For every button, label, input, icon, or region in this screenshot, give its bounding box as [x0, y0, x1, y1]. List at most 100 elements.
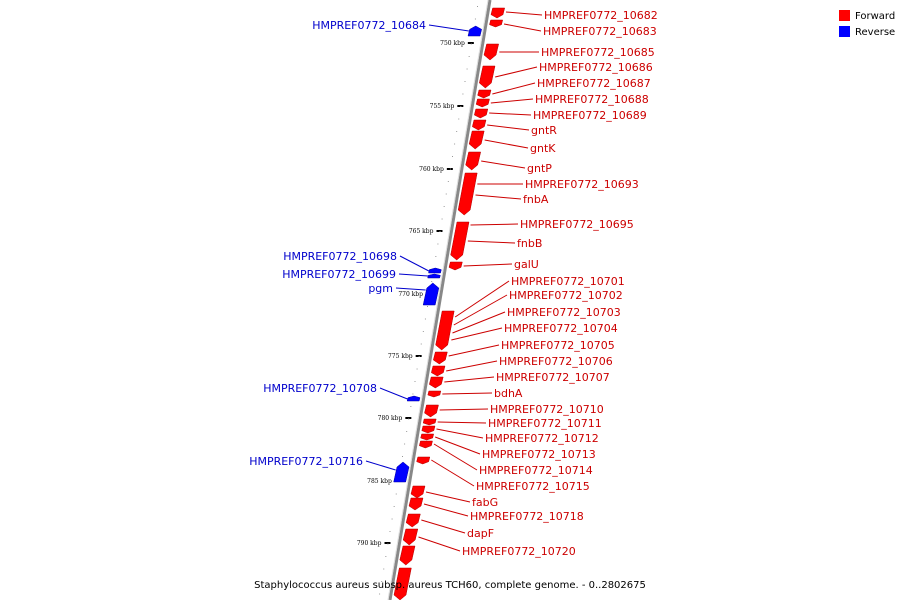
reverse-gene-block: [393, 461, 410, 483]
minor-tick: [416, 368, 418, 370]
forward-gene-block: [429, 376, 444, 389]
forward-leader-line: [475, 194, 522, 200]
forward-gene-block: [468, 130, 485, 150]
minor-tick: [477, 6, 478, 7]
forward-leader-line: [470, 223, 519, 226]
reverse-gene-label[interactable]: pgm: [368, 282, 393, 295]
minor-tick: [424, 318, 426, 320]
forward-gene-block: [433, 351, 448, 365]
forward-gene-label[interactable]: HMPREF0772_10686: [539, 61, 653, 74]
forward-gene-label[interactable]: galU: [514, 258, 539, 271]
reverse-gene-block: [428, 267, 442, 274]
forward-gene-label[interactable]: HMPREF0772_10688: [535, 93, 649, 106]
forward-gene-block: [416, 456, 431, 465]
minor-tick: [445, 193, 447, 195]
reverse-gene-label[interactable]: HMPREF0772_10698: [283, 250, 397, 263]
forward-gene-block: [472, 119, 487, 131]
tick-label: 780 kbp: [378, 415, 403, 422]
forward-gene-label[interactable]: HMPREF0772_10693: [525, 178, 639, 191]
reverse-leader-line: [399, 255, 430, 272]
forward-gene-label[interactable]: HMPREF0772_10701: [511, 275, 625, 288]
forward-leader-line: [418, 536, 461, 552]
forward-gene-label[interactable]: HMPREF0772_10682: [544, 9, 658, 22]
forward-gene-block: [475, 98, 490, 108]
forward-gene-label[interactable]: bdhA: [494, 387, 523, 400]
minor-tick: [381, 581, 383, 582]
forward-gene-label[interactable]: HMPREF0772_10706: [499, 355, 613, 368]
forward-leader-line: [444, 376, 495, 383]
reverse-gene-label[interactable]: HMPREF0772_10699: [282, 268, 396, 281]
minor-tick: [464, 81, 466, 82]
forward-gene-label[interactable]: gntP: [527, 162, 552, 175]
reverse-gene-block: [422, 282, 440, 306]
forward-gene-label[interactable]: HMPREF0772_10702: [509, 289, 623, 302]
forward-leader-line: [442, 392, 493, 395]
minor-tick: [460, 106, 462, 107]
forward-leader-line: [437, 421, 487, 424]
tick-label: 770 kbp: [398, 291, 423, 298]
minor-tick: [454, 143, 456, 145]
forward-leader-line: [495, 66, 538, 78]
gene-labels: HMPREF0772_10682 HMPREF0772_10683 HMPREF07…: [249, 9, 658, 558]
tick-marks: 750 kbp 755 kbp 760 kbp 765 kbp 770 kbp 775 k…: [357, 6, 478, 595]
label-leaders: [365, 11, 543, 552]
forward-gene-label[interactable]: HMPREF0772_10704: [504, 322, 618, 335]
forward-gene-label[interactable]: HMPREF0772_10683: [543, 25, 657, 38]
forward-gene-label[interactable]: HMPREF0772_10705: [501, 339, 615, 352]
reverse-gene-block: [406, 395, 421, 402]
forward-gene-label[interactable]: HMPREF0772_10710: [490, 403, 604, 416]
forward-gene-label[interactable]: HMPREF0772_10713: [482, 448, 596, 461]
minor-tick: [456, 131, 458, 132]
forward-leader-line: [489, 112, 532, 116]
minor-tick: [418, 356, 420, 357]
forward-gene-label[interactable]: HMPREF0772_10711: [488, 417, 602, 430]
forward-gene-label[interactable]: fnbB: [517, 237, 542, 250]
forward-gene-label[interactable]: gntK: [530, 142, 556, 155]
minor-tick: [412, 393, 414, 395]
forward-leader-line: [448, 344, 500, 357]
forward-leader-line: [492, 82, 536, 95]
forward-gene-label[interactable]: HMPREF0772_10715: [476, 480, 590, 493]
forward-gene-block: [490, 7, 505, 19]
forward-leader-line: [453, 294, 508, 326]
reverse-gene-block: [427, 273, 441, 279]
minor-tick: [447, 181, 449, 182]
forward-gene-label[interactable]: HMPREF0772_10720: [462, 545, 576, 558]
forward-leader-line: [467, 240, 516, 244]
forward-gene-label[interactable]: HMPREF0772_10707: [496, 371, 610, 384]
minor-tick: [431, 281, 433, 282]
reverse-gene-label[interactable]: HMPREF0772_10708: [263, 382, 377, 395]
minor-tick: [406, 431, 408, 432]
forward-gene-label[interactable]: gntR: [531, 124, 557, 137]
reverse-gene-label[interactable]: HMPREF0772_10716: [249, 455, 363, 468]
forward-gene-label[interactable]: HMPREF0772_10695: [520, 218, 634, 231]
forward-leader-line: [490, 98, 534, 104]
forward-gene-label[interactable]: HMPREF0772_10712: [485, 432, 599, 445]
legend-forward-swatch: [839, 10, 850, 21]
minor-tick: [387, 543, 389, 545]
forward-gene-block: [448, 261, 463, 271]
forward-gene-label[interactable]: fnbA: [523, 193, 549, 206]
minor-tick: [414, 381, 416, 382]
forward-gene-block: [427, 390, 442, 398]
forward-leader-line: [446, 360, 498, 372]
forward-gene-label[interactable]: dapF: [467, 527, 494, 540]
forward-gene-label[interactable]: HMPREF0772_10703: [507, 306, 621, 319]
forward-gene-label[interactable]: HMPREF0772_10685: [541, 46, 655, 59]
tick-label: 790 kbp: [357, 540, 382, 547]
forward-gene-block: [483, 43, 499, 61]
forward-leader-line: [484, 139, 529, 149]
tick-label: 785 kbp: [367, 478, 392, 485]
minor-tick: [437, 243, 439, 245]
forward-gene-label[interactable]: HMPREF0772_10687: [537, 77, 651, 90]
reverse-gene-label[interactable]: HMPREF0772_10684: [312, 19, 426, 32]
forward-gene-label[interactable]: fabG: [472, 496, 498, 509]
minor-tick: [439, 231, 441, 232]
forward-gene-block: [410, 485, 426, 499]
forward-gene-label[interactable]: HMPREF0772_10689: [533, 109, 647, 122]
genome-backbone-highlight: [387, 0, 489, 600]
forward-leader-line: [463, 263, 513, 267]
forward-gene-label[interactable]: HMPREF0772_10718: [470, 510, 584, 523]
forward-gene-label[interactable]: HMPREF0772_10714: [479, 464, 593, 477]
forward-leader-line: [433, 443, 478, 471]
